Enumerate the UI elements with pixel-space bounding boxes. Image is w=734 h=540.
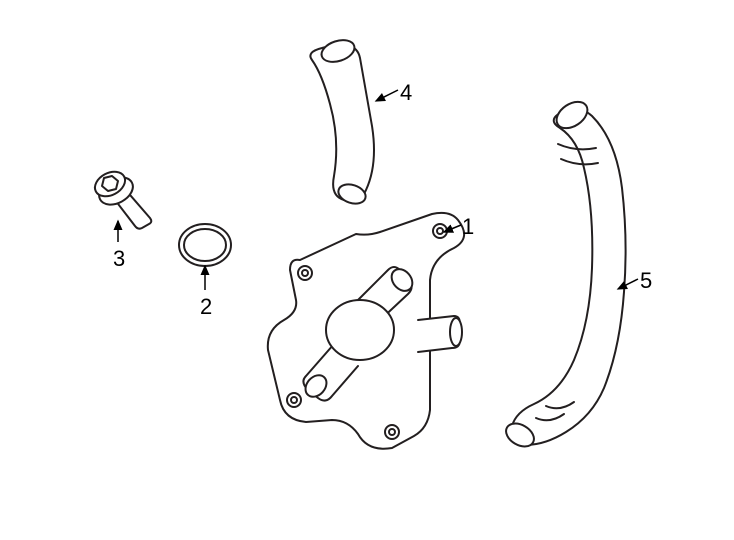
part-adapter-plate bbox=[268, 213, 464, 449]
callout-label-4: 4 bbox=[400, 80, 412, 106]
part-o-ring bbox=[179, 224, 231, 266]
callout-label-5: 5 bbox=[640, 268, 652, 294]
part-bolt bbox=[91, 167, 152, 229]
part-hose-upper bbox=[310, 36, 374, 207]
callout-label-2: 2 bbox=[200, 294, 212, 320]
callout-label-3: 3 bbox=[113, 246, 125, 272]
callout-label-1: 1 bbox=[462, 214, 474, 240]
diagram-stage: 1 2 3 4 5 bbox=[0, 0, 734, 540]
diagram-svg bbox=[0, 0, 734, 540]
part-hose-right bbox=[502, 96, 626, 451]
callout-arrow-4 bbox=[376, 90, 398, 101]
